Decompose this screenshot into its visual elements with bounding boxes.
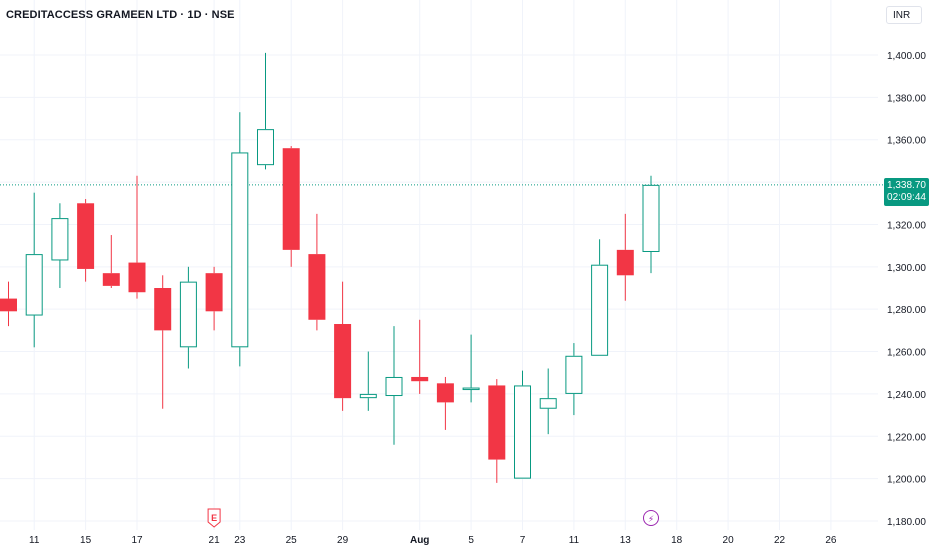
time-tick-label: 26 (825, 535, 837, 546)
time-tick-label: 29 (337, 535, 349, 546)
candle-body (334, 324, 352, 399)
candle-body (231, 152, 249, 348)
candle-body (385, 376, 403, 397)
candle-body (436, 383, 454, 403)
candle (77, 199, 95, 282)
time-tick-label: 17 (131, 535, 143, 546)
price-tick-label: 1,380.00 (887, 93, 926, 104)
price-tick-label: 1,360.00 (887, 136, 926, 147)
earnings-icon[interactable]: E (207, 508, 221, 528)
split-label: ⚡ (648, 515, 654, 525)
time-tick-label: 23 (234, 535, 246, 546)
candle (179, 266, 197, 369)
candle-body (205, 273, 223, 312)
price-tick-label: 1,180.00 (887, 517, 926, 528)
candle (359, 351, 377, 411)
candle (411, 319, 429, 394)
time-tick-label: 11 (569, 535, 580, 546)
candle (591, 239, 609, 356)
candle (539, 368, 557, 435)
candle (436, 376, 454, 430)
candle-body (539, 398, 557, 409)
candle (488, 379, 506, 483)
candle (205, 266, 223, 331)
candle-body (25, 254, 43, 316)
time-tick-label: 11 (29, 535, 40, 546)
candle (51, 203, 69, 288)
candle-body (462, 387, 480, 391)
candle-body (308, 254, 326, 320)
candle (282, 146, 300, 267)
candle (565, 343, 583, 416)
candle (102, 235, 120, 288)
candle (514, 370, 531, 479)
candle-body (282, 148, 300, 250)
candle (616, 213, 634, 301)
time-tick-label: 5 (468, 535, 474, 546)
candle (128, 175, 146, 299)
candle (257, 52, 274, 170)
candle-body (154, 288, 172, 331)
time-tick-label: 7 (520, 535, 526, 546)
candle-body (591, 264, 609, 356)
candle (308, 213, 326, 331)
candle (154, 275, 172, 409)
candle-body (51, 218, 69, 261)
split-icon[interactable]: ⚡ (643, 510, 659, 526)
candle-body (616, 249, 634, 276)
event-markers: E ⚡ (207, 508, 659, 528)
price-tick-label: 1,220.00 (887, 432, 926, 443)
time-tick-label: 20 (723, 535, 735, 546)
time-tick-label: 22 (774, 535, 786, 546)
candle-body (77, 203, 95, 269)
symbol-title[interactable]: CREDITACCESS GRAMEEN LTD · 1D · NSE (6, 9, 235, 21)
split-badge (643, 510, 659, 526)
time-tick-label: 25 (286, 535, 298, 546)
bar-countdown: 02:09:44 (887, 192, 926, 203)
time-axis[interactable]: 11 15 17 21 23 25 29 Aug 5 7 11 13 18 20 22 26 (29, 535, 837, 546)
currency-button[interactable]: INR (886, 6, 922, 24)
candle-body (514, 385, 531, 479)
price-tick-label: 1,240.00 (887, 390, 926, 401)
last-price-tag: 1,338.70 02:09:44 (884, 178, 929, 206)
price-tick-label: 1,260.00 (887, 348, 926, 359)
candle-body (359, 393, 377, 399)
price-tick-label: 1,280.00 (887, 305, 926, 316)
candle (231, 112, 249, 367)
time-tick-label: 13 (620, 535, 632, 546)
candle (462, 334, 480, 403)
candle (385, 326, 403, 445)
candle (642, 175, 660, 274)
candle (334, 281, 352, 411)
candle-body (488, 385, 506, 460)
candle (25, 192, 43, 348)
candle-body (102, 273, 120, 286)
earnings-badge (207, 508, 221, 528)
time-tick-label: Aug (410, 535, 429, 546)
price-tick-label: 1,320.00 (887, 220, 926, 231)
price-tick-label: 1,200.00 (887, 475, 926, 486)
candle-body (565, 355, 583, 394)
time-tick-label: 15 (80, 535, 92, 546)
candle-body (0, 298, 17, 312)
candle-body (179, 281, 197, 348)
time-tick-label: 21 (209, 535, 221, 546)
candle-body (257, 129, 274, 166)
candle (0, 281, 17, 327)
candle-body (642, 184, 660, 252)
price-axis[interactable]: 1,180.00 1,200.00 1,220.00 1,240.00 1,260.00… (887, 51, 926, 528)
candle-body (411, 376, 429, 382)
candles-series (0, 52, 660, 483)
candle-body (128, 262, 146, 293)
price-tick-label: 1,400.00 (887, 51, 926, 62)
time-tick-label: 18 (671, 535, 683, 546)
price-tick-label: 1,300.00 (887, 263, 926, 274)
last-price-value: 1,338.70 (887, 180, 926, 191)
earnings-label: E (211, 513, 217, 523)
